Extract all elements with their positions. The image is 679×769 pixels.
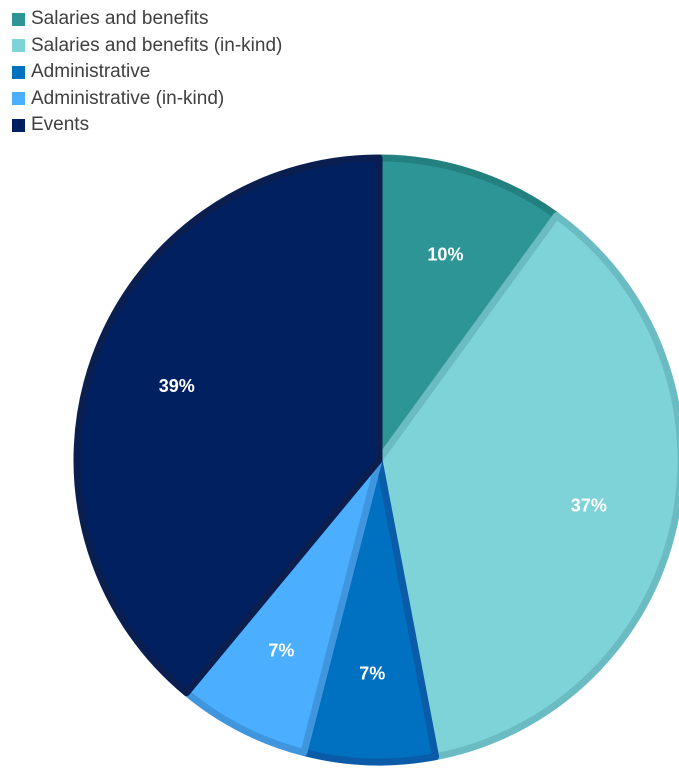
slice-value-label: 7% <box>268 640 294 660</box>
slice-administrative-in-kind <box>182 456 383 757</box>
slice-administrative <box>300 456 440 766</box>
legend-label: Administrative (in-kind) <box>31 87 225 109</box>
slice-value-label: 7% <box>359 664 385 684</box>
legend: Salaries and benefits Salaries and benef… <box>12 6 282 139</box>
legend-label: Salaries and benefits <box>31 8 209 30</box>
slice-value-label: 39% <box>159 376 195 396</box>
slice-value-label: 37% <box>571 496 607 516</box>
slice-salaries-in-kind <box>375 212 679 761</box>
legend-label: Administrative <box>31 61 151 83</box>
legend-item-administrative: Administrative <box>12 59 282 86</box>
slice-value-label: 10% <box>427 244 463 264</box>
slice-events <box>73 154 383 697</box>
legend-item-salaries-in-kind: Salaries and benefits (in-kind) <box>12 33 282 60</box>
slice-salaries <box>375 154 561 464</box>
legend-swatch <box>12 92 25 106</box>
legend-label: Events <box>31 114 90 136</box>
legend-item-events: Events <box>12 112 282 139</box>
legend-swatch <box>12 12 25 26</box>
legend-swatch <box>12 39 25 53</box>
legend-swatch <box>12 65 25 79</box>
legend-item-salaries: Salaries and benefits <box>12 6 282 33</box>
legend-swatch <box>12 118 25 132</box>
legend-label: Salaries and benefits (in-kind) <box>31 34 283 56</box>
legend-item-administrative-in-kind: Administrative (in-kind) <box>12 86 282 113</box>
